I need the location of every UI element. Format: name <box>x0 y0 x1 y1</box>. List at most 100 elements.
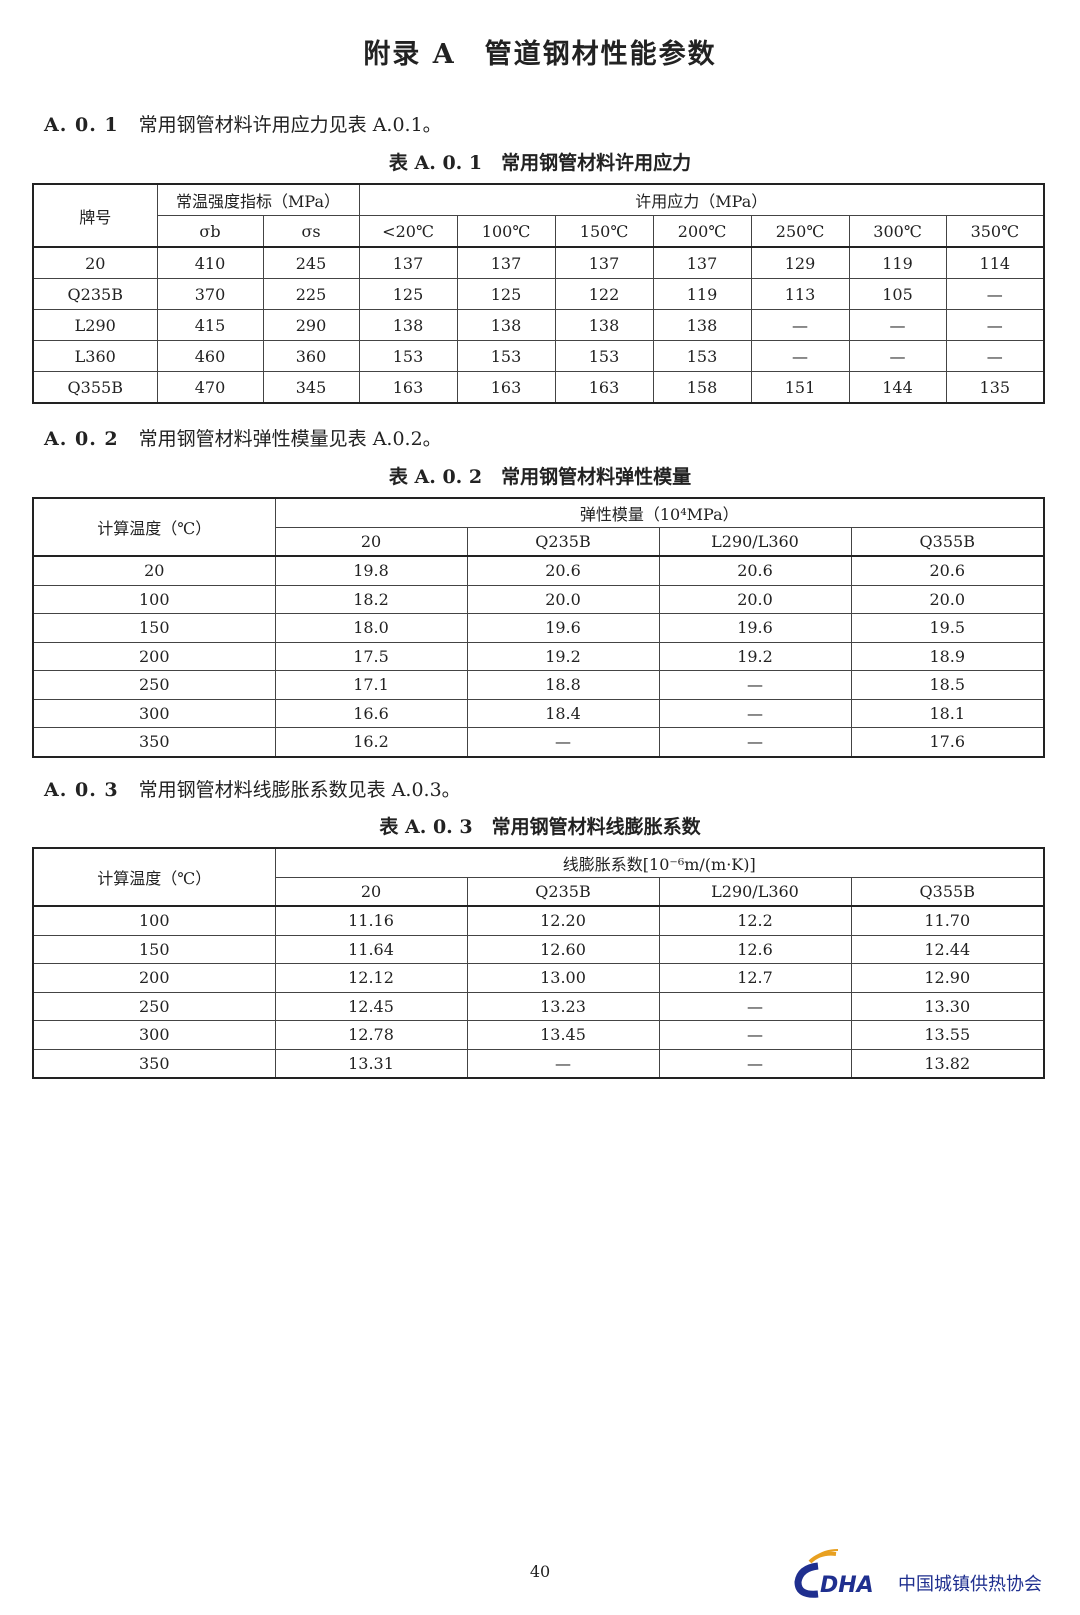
table-cell: 12.44 <box>850 934 1045 964</box>
table-cell: 100 <box>32 905 276 936</box>
table-cell: — <box>848 340 947 372</box>
clause-a02: A. 0. 2 常用钢管材料弹性模量见表 A.0.2。 <box>44 424 442 451</box>
table-cell: 138 <box>358 309 458 341</box>
table-cell: 122 <box>554 278 654 310</box>
table-cell: 163 <box>554 371 654 404</box>
table-cell: 153 <box>554 340 654 372</box>
table-cell: — <box>750 309 850 341</box>
header-allowable: 许用应力（MPa） <box>358 183 1045 216</box>
table-cell: 350 <box>32 727 276 757</box>
table-cell: 13.45 <box>466 1020 660 1050</box>
table-cell: 12.78 <box>274 1020 468 1050</box>
column-header: L290/L360 <box>658 526 852 557</box>
table-cell: 138 <box>456 309 556 341</box>
page-number: 40 <box>529 1562 551 1581</box>
thermal-expansion-table: 计算温度（℃） 线膨胀系数[10⁻⁶m/(m·K)] 20 Q235B L290/L3… <box>32 847 1046 1079</box>
table-cell: 129 <box>750 246 850 279</box>
table-cell: 20.6 <box>850 555 1045 586</box>
column-header: σs <box>262 215 360 248</box>
subheader-row: 20 Q235B L290/L360 Q355B <box>33 876 1045 907</box>
header-temp: 计算温度（℃） <box>32 847 276 907</box>
table-cell: 138 <box>652 309 752 341</box>
column-header: 200℃ <box>652 215 752 248</box>
column-header: Q355B <box>850 876 1045 907</box>
table-cell: 370 <box>156 278 264 310</box>
column-header: 20 <box>274 876 468 907</box>
header-group: 线膨胀系数[10⁻⁶m/(m·K)] <box>274 847 1045 878</box>
column-header: 350℃ <box>945 215 1045 248</box>
table-cell: 150 <box>32 934 276 964</box>
table-cell: 11.70 <box>850 905 1045 936</box>
table-cell: 20 <box>32 246 158 279</box>
subheader-row: 20 Q235B L290/L360 Q355B <box>33 526 1045 557</box>
table-row: 20 19.8 20.6 20.6 20.6 <box>32 555 1045 586</box>
table-row: 100 18.2 20.0 20.0 20.0 <box>32 584 1045 614</box>
header-temp: 计算温度（℃） <box>32 497 276 557</box>
svg-text:DHA: DHA <box>820 1573 874 1598</box>
table-cell: — <box>658 1048 852 1079</box>
table-cell: L290 <box>32 309 158 341</box>
clause-number: A. 0. 2 <box>44 428 119 450</box>
table-row: 250 17.1 18.8—18.5 <box>32 670 1045 700</box>
table-cell: 12.2 <box>658 905 852 936</box>
table-cell: 460 <box>156 340 264 372</box>
table-cell: 16.2 <box>274 727 468 757</box>
table-cell: 18.4 <box>466 698 660 728</box>
clause-a03: A. 0. 3 常用钢管材料线膨胀系数见表 A.0.3。 <box>44 775 461 802</box>
table-cell: 17.6 <box>850 727 1045 757</box>
clause-number: A. 0. 3 <box>44 779 119 801</box>
allowable-stress-table: 牌号 常温强度指标（MPa） 许用应力（MPa） σb σs <20℃ 100℃ 150℃ 2… <box>32 183 1046 404</box>
table-cell: 137 <box>554 246 654 279</box>
table-cell: 12.6 <box>658 934 852 964</box>
column-header: 300℃ <box>848 215 947 248</box>
table-row: 300 12.78 13.45—13.55 <box>32 1020 1045 1050</box>
table-row: 100 11.16 12.20 12.2 11.70 <box>32 905 1045 936</box>
table-cell: 17.5 <box>274 641 468 671</box>
table-cell: L360 <box>32 340 158 372</box>
table-title: 表 A. 0. 1 常用钢管材料许用应力 <box>388 152 692 174</box>
table-cell: 12.20 <box>466 905 660 936</box>
table-cell: Q235B <box>32 278 158 310</box>
table-cell: 250 <box>32 670 276 700</box>
table-cell: — <box>658 727 852 757</box>
page-title: 附录 A 管道钢材性能参数 <box>363 39 717 70</box>
table-row: 200 12.12 13.00 12.7 12.90 <box>32 963 1045 993</box>
table-row: 250 12.45 13.23—13.30 <box>32 991 1045 1021</box>
table-cell: 151 <box>750 371 850 404</box>
table-cell: 20.0 <box>850 584 1045 614</box>
table-cell: 250 <box>32 991 276 1021</box>
table-cell: 119 <box>848 246 947 279</box>
table-cell: 153 <box>456 340 556 372</box>
table-row: 150 11.64 12.60 12.6 12.44 <box>32 934 1045 964</box>
table-cell: 290 <box>262 309 360 341</box>
table-row: 20 410 245 137 137 137 137 129 119 114 <box>32 246 1045 279</box>
table-cell: Q355B <box>32 371 158 404</box>
table-cell: — <box>466 727 660 757</box>
column-header: Q235B <box>466 526 660 557</box>
table-row: 350 16.2— —17.6 <box>32 727 1045 757</box>
table-row: 350 13.31— —13.82 <box>32 1048 1045 1079</box>
cdha-logo: DHA 中国城镇供热协会 <box>794 1549 1042 1598</box>
table-cell: — <box>750 340 850 372</box>
header-grade: 牌号 <box>32 183 158 248</box>
table-cell: — <box>658 991 852 1021</box>
column-header: Q355B <box>850 526 1045 557</box>
table-cell: 137 <box>652 246 752 279</box>
table-title: 表 A. 0. 3 常用钢管材料线膨胀系数 <box>379 816 701 838</box>
table-cell: 113 <box>750 278 850 310</box>
table-cell: 137 <box>358 246 458 279</box>
table-cell: 18.5 <box>850 670 1045 700</box>
table-cell: 18.8 <box>466 670 660 700</box>
table-cell: 300 <box>32 698 276 728</box>
table-cell: 18.9 <box>850 641 1045 671</box>
table-cell: 119 <box>652 278 752 310</box>
clause-text: 常用钢管材料弹性模量见表 A.0.2。 <box>138 428 442 450</box>
table-cell: 19.8 <box>274 555 468 586</box>
table-cell: 163 <box>456 371 556 404</box>
table-cell: 20.0 <box>466 584 660 614</box>
table-row: 200 17.5 19.2 19.2 18.9 <box>32 641 1045 671</box>
header-strength: 常温强度指标（MPa） <box>156 183 360 216</box>
column-header: 100℃ <box>456 215 556 248</box>
table-cell: — <box>945 278 1045 310</box>
